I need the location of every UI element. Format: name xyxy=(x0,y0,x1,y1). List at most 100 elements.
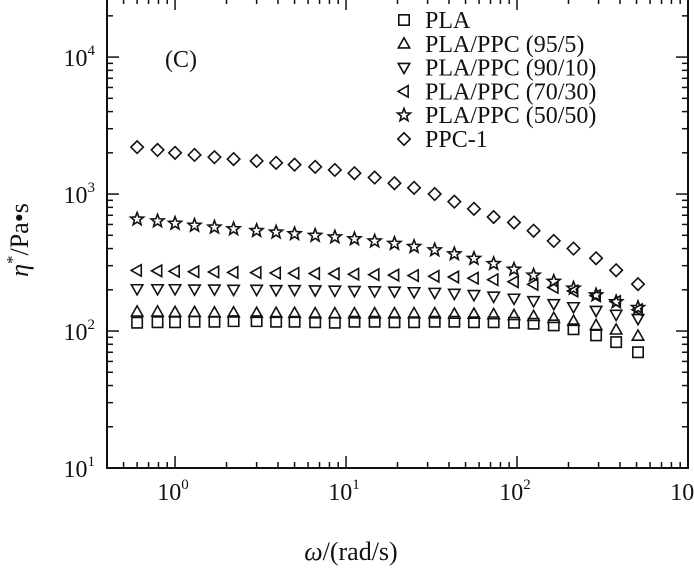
data-point xyxy=(307,266,321,281)
tick-labels: 100101102103101102103104 xyxy=(64,43,694,506)
x-tick-label: 101 xyxy=(328,477,360,506)
data-point xyxy=(206,264,220,280)
y-axis-symbol: η xyxy=(5,264,34,277)
data-point xyxy=(348,315,361,328)
data-point xyxy=(269,284,284,298)
legend-marker xyxy=(396,84,409,99)
data-point xyxy=(249,153,264,169)
data-point xyxy=(150,304,165,317)
data-point xyxy=(507,316,520,329)
data-point xyxy=(129,139,145,155)
data-point xyxy=(546,298,561,312)
data-point xyxy=(167,283,183,297)
data-point xyxy=(629,298,647,316)
data-point xyxy=(506,307,522,321)
data-point xyxy=(249,305,264,319)
data-point xyxy=(527,317,540,330)
data-point xyxy=(148,212,167,229)
data-point xyxy=(346,267,360,282)
data-point xyxy=(486,209,502,225)
y-tick-label: 101 xyxy=(64,454,96,483)
data-point xyxy=(446,194,462,210)
data-point xyxy=(567,323,580,336)
data-point xyxy=(269,305,284,319)
data-point xyxy=(366,232,384,249)
data-point xyxy=(207,305,222,318)
y-tick-label-exponent: 3 xyxy=(88,180,96,196)
data-point xyxy=(466,289,482,303)
y-tick-label-base: 10 xyxy=(64,457,88,483)
data-point xyxy=(588,317,604,331)
data-point xyxy=(187,304,202,318)
data-point xyxy=(566,301,581,315)
y-tick-label: 102 xyxy=(64,317,96,346)
x-tick-label-exponent: 1 xyxy=(352,477,360,493)
data-point xyxy=(207,284,222,297)
y-tick-label-exponent: 2 xyxy=(88,317,96,333)
y-axis-unit: /Pa•s xyxy=(5,203,34,255)
data-point xyxy=(547,319,560,332)
data-point xyxy=(268,155,284,171)
data-point xyxy=(227,315,240,328)
data-point xyxy=(448,315,461,328)
data-point xyxy=(386,268,400,283)
data-point xyxy=(287,157,302,173)
data-point xyxy=(131,316,144,329)
data-point xyxy=(130,304,145,317)
x-tick-label: 103 xyxy=(670,477,694,506)
axis-ticks xyxy=(106,0,689,469)
legend-label: PLA/PPC (50/50) xyxy=(425,103,596,129)
data-point xyxy=(387,175,402,191)
data-point xyxy=(526,295,541,309)
data-point xyxy=(445,244,463,262)
legend-label: PPC-1 xyxy=(425,127,488,153)
y-tick-label: 103 xyxy=(64,180,96,209)
data-point xyxy=(630,313,646,327)
data-point xyxy=(327,306,342,319)
data-point xyxy=(467,316,480,329)
data-point xyxy=(446,269,460,285)
data-point xyxy=(607,292,625,310)
data-point xyxy=(427,269,440,284)
data-point xyxy=(287,284,302,298)
data-point xyxy=(167,145,183,161)
data-point xyxy=(505,260,523,277)
data-point xyxy=(610,336,623,349)
series-4-markers xyxy=(128,210,647,316)
data-point xyxy=(225,219,243,237)
data-point xyxy=(367,306,382,319)
data-point xyxy=(487,316,500,329)
data-point xyxy=(205,218,224,235)
data-point xyxy=(387,286,402,299)
data-point xyxy=(466,306,482,320)
series-1-markers xyxy=(130,304,646,341)
x-tick-label-exponent: 2 xyxy=(523,477,531,493)
data-point xyxy=(406,306,422,319)
y-tick-label-base: 10 xyxy=(64,320,88,346)
data-point xyxy=(151,316,164,329)
data-point xyxy=(150,283,165,297)
y-tick-label-base: 10 xyxy=(64,183,88,209)
data-point xyxy=(186,264,200,279)
series-5-markers xyxy=(129,139,646,292)
data-point xyxy=(248,221,266,239)
data-point xyxy=(526,223,541,239)
y-tick-label-exponent: 4 xyxy=(88,43,96,59)
data-point xyxy=(207,149,222,165)
data-point xyxy=(466,271,479,286)
data-point xyxy=(546,233,562,249)
data-point xyxy=(128,210,146,227)
data-point xyxy=(447,288,462,302)
data-point xyxy=(588,305,604,319)
legend-label: PLA/PPC (70/30) xyxy=(425,79,596,105)
data-point xyxy=(308,285,323,298)
data-point xyxy=(632,346,644,359)
data-point xyxy=(588,250,604,266)
legend-marker xyxy=(396,62,412,76)
data-point xyxy=(347,306,362,319)
data-point xyxy=(226,284,241,298)
y-tick-label-base: 10 xyxy=(64,46,88,72)
x-axis-label: ω/(rad/s) xyxy=(304,537,397,566)
data-point xyxy=(250,315,263,328)
